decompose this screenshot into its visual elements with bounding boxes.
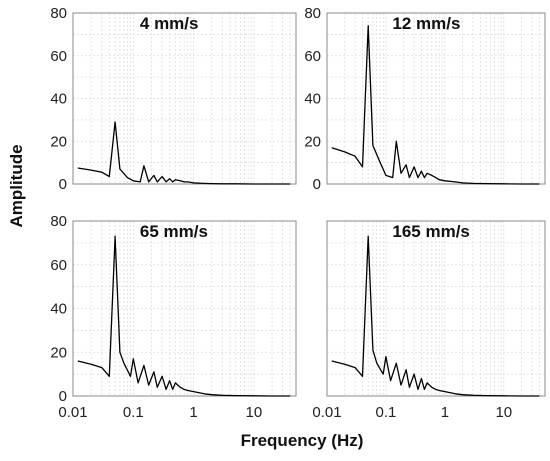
plot-frame: [326, 12, 546, 185]
y-axis-label: Amplitude: [7, 144, 26, 227]
y-tick-label: 0: [59, 176, 67, 193]
panel-title: 12 mm/s: [392, 14, 460, 33]
series-line: [77, 235, 291, 397]
y-tick-label: 40: [50, 301, 67, 318]
x-tick-label: 0.1: [376, 404, 397, 421]
x-tick-label: 10: [246, 404, 263, 421]
y-tick-label: 0: [313, 176, 321, 193]
panel-4-mms: 0 20 40 60 80 4 mm/s: [50, 5, 297, 193]
x-tick-label: 1: [441, 404, 449, 421]
y-tick-label: 60: [304, 48, 321, 65]
series-line: [331, 25, 540, 185]
panel-title: 165 mm/s: [392, 222, 470, 241]
plot-frame: [326, 220, 546, 397]
y-tick-label: 20: [50, 133, 67, 150]
x-axis-label: Frequency (Hz): [241, 431, 364, 450]
x-tick-label: 1: [189, 404, 197, 421]
x-tick-label: 0.01: [312, 404, 341, 421]
y-tick-label: 20: [304, 133, 321, 150]
series-line: [77, 121, 291, 185]
x-tick-label: 10: [495, 404, 512, 421]
y-tick-label: 80: [50, 213, 67, 230]
series-line: [331, 235, 540, 397]
plot-frame: [72, 12, 297, 185]
y-tick-label: 60: [50, 48, 67, 65]
plot-frame: [72, 220, 297, 397]
y-tick-label: 20: [50, 344, 67, 361]
y-tick-label: 0: [59, 388, 67, 405]
x-tick-label: 0.01: [58, 404, 87, 421]
x-tick-label: 0.1: [123, 404, 144, 421]
y-tick-label: 40: [50, 91, 67, 108]
y-tick-label: 80: [50, 5, 67, 22]
panel-65-mms: 0 20 40 60 80 0.01 0.1 1 10 65 mm/s: [50, 213, 297, 421]
panel-title: 4 mm/s: [140, 14, 199, 33]
y-tick-label: 80: [304, 5, 321, 22]
panel-title: 65 mm/s: [140, 222, 208, 241]
panel-165-mms: 0.01 0.1 1 10 165 mm/s: [312, 220, 546, 421]
y-tick-label: 60: [50, 257, 67, 274]
panel-12-mms: 0 20 40 60 80 12 mm/s: [304, 5, 546, 193]
y-tick-label: 40: [304, 91, 321, 108]
